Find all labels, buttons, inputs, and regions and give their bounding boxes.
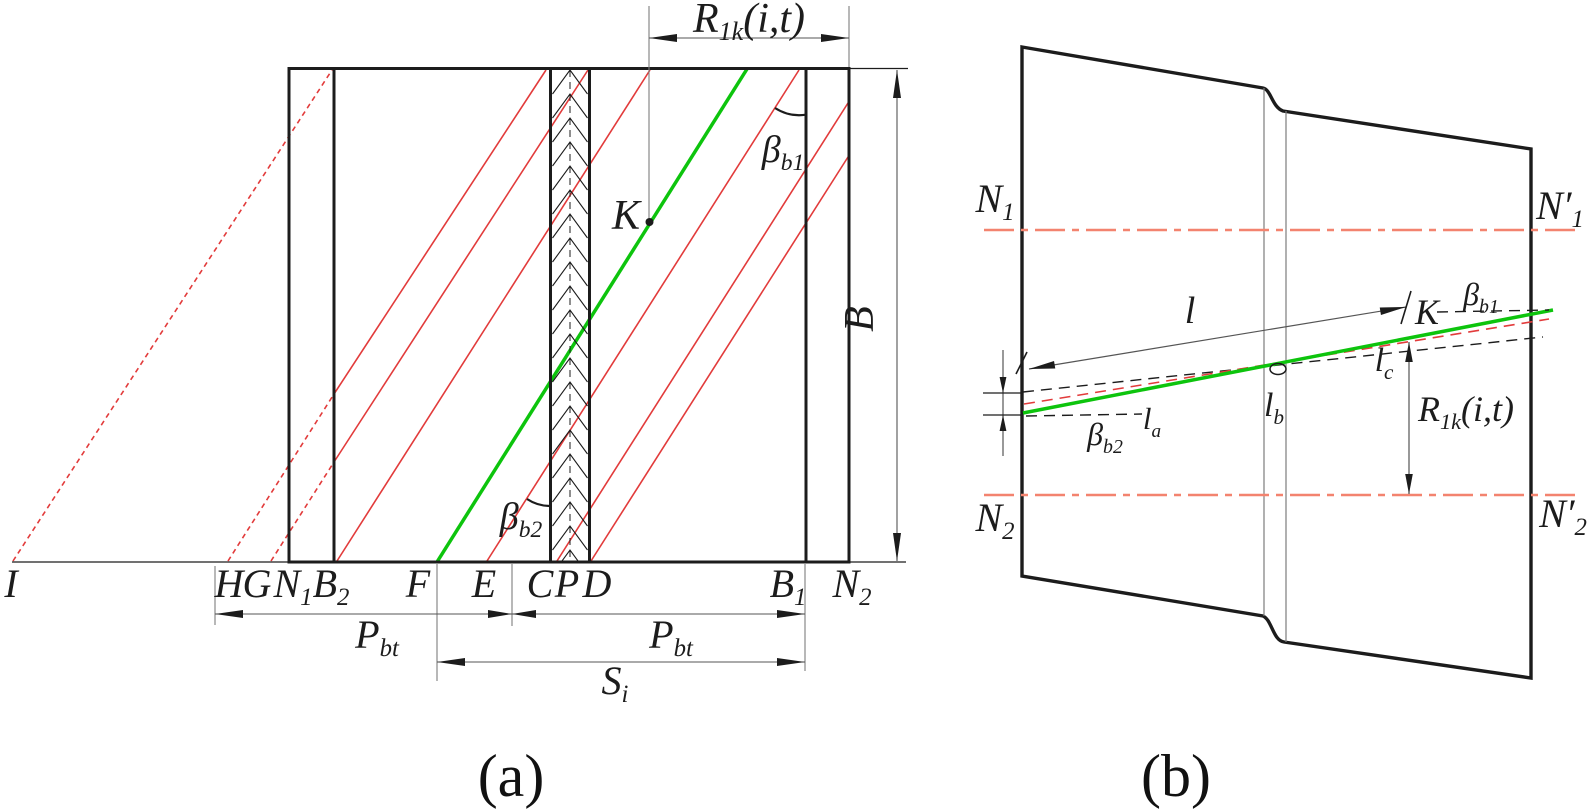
- point-K: [645, 218, 654, 226]
- contact-line-I-dashed: [12, 69, 333, 562]
- label-D: D: [582, 561, 612, 606]
- l-arrow-right: [1379, 307, 1406, 315]
- contact-line-right-2: [556, 102, 849, 562]
- beta-b2-arc: [526, 498, 550, 508]
- b-arrow-up: [893, 70, 901, 98]
- contact-line-green: [1022, 308, 1554, 415]
- caption-a: (a): [477, 743, 545, 809]
- label-Pbt-left: Pbt: [354, 612, 400, 662]
- beta-b1-arc: [774, 107, 807, 117]
- label-R1k: R1k(i,t): [1417, 389, 1514, 434]
- label-lc: lc: [1375, 342, 1394, 384]
- contact-line-B2: [336, 69, 651, 562]
- label-N1: N1: [272, 561, 312, 611]
- contact-line-G-dashed: [270, 461, 335, 562]
- subfigure-b-gear-side-view: N1 N′1 N2 N′2 l la lb lc K βb1 βb2 R1k(i,t): [974, 44, 1587, 680]
- label-P: P: [554, 561, 579, 606]
- label-B1: B1: [770, 561, 807, 611]
- contact-line-H-solid: [333, 69, 547, 395]
- contact-line-G-solid: [333, 69, 589, 463]
- label-N2: N2: [831, 561, 871, 611]
- label-E: E: [471, 561, 496, 606]
- label-N2-prime: N′2: [1538, 491, 1587, 541]
- beta-b2-ref-dashed: [1025, 413, 1143, 417]
- si-arrow-left: [437, 658, 465, 666]
- label-N1: N1: [974, 176, 1014, 226]
- caption-b: (b): [1141, 743, 1211, 809]
- l-tick-right: [1400, 290, 1412, 325]
- label-I: I: [3, 561, 19, 606]
- label-Pbt-right: Pbt: [648, 612, 694, 662]
- r1k-b-arrow-up: [1405, 342, 1413, 362]
- label-H: H: [214, 561, 246, 606]
- label-Si: Si: [602, 658, 629, 708]
- pbt-arrow-left: [215, 610, 243, 618]
- label-K: K: [1414, 292, 1441, 332]
- label-lb: lb: [1264, 387, 1284, 429]
- label-G: G: [243, 561, 272, 606]
- l-tick-left: [1015, 351, 1028, 375]
- pbt-arrow-mid-right: [488, 610, 512, 618]
- label-F: F: [405, 561, 431, 606]
- plane-of-action-rect: [287, 67, 851, 564]
- si-arrow-right: [777, 658, 805, 666]
- r1k-arrow-right: [821, 34, 849, 42]
- l-arrow-left: [1029, 361, 1056, 369]
- b-arrow-down: [893, 533, 901, 561]
- pbt-arrow-right: [777, 610, 805, 618]
- label-K: K: [611, 193, 642, 239]
- label-B-dim: B: [837, 306, 883, 332]
- label-l: l: [1185, 290, 1196, 332]
- label-C: C: [527, 561, 555, 606]
- beta-b1-ref-dashed: [1436, 309, 1550, 313]
- current-contact-line: [435, 68, 749, 563]
- label-beta-b2: βb2: [1086, 416, 1123, 458]
- contact-line-right-1: [486, 69, 800, 562]
- r1k-arrow-left: [649, 34, 677, 42]
- label-N1-prime: N′1: [1535, 183, 1584, 233]
- offset-arrow-down: [999, 377, 1007, 393]
- label-N2: N2: [974, 495, 1014, 545]
- label-beta-b2: βb2: [499, 496, 543, 543]
- label-la: la: [1143, 401, 1161, 442]
- gear-outline: [1020, 44, 1533, 680]
- r1k-b-arrow-down: [1405, 474, 1413, 494]
- label-R1k-dim: R1k(i,t): [692, 0, 805, 46]
- offset-arrow-up: [999, 415, 1007, 431]
- label-beta-b1: βb1: [761, 129, 804, 176]
- l-dim-line: [1028, 306, 1407, 370]
- lb-crossing-ellipse: [1269, 362, 1287, 376]
- contact-line-H-dashed: [227, 393, 335, 562]
- pbt-arrow-mid-left: [512, 610, 536, 618]
- label-beta-b1: βb1: [1462, 276, 1499, 318]
- label-B2: B2: [313, 561, 350, 611]
